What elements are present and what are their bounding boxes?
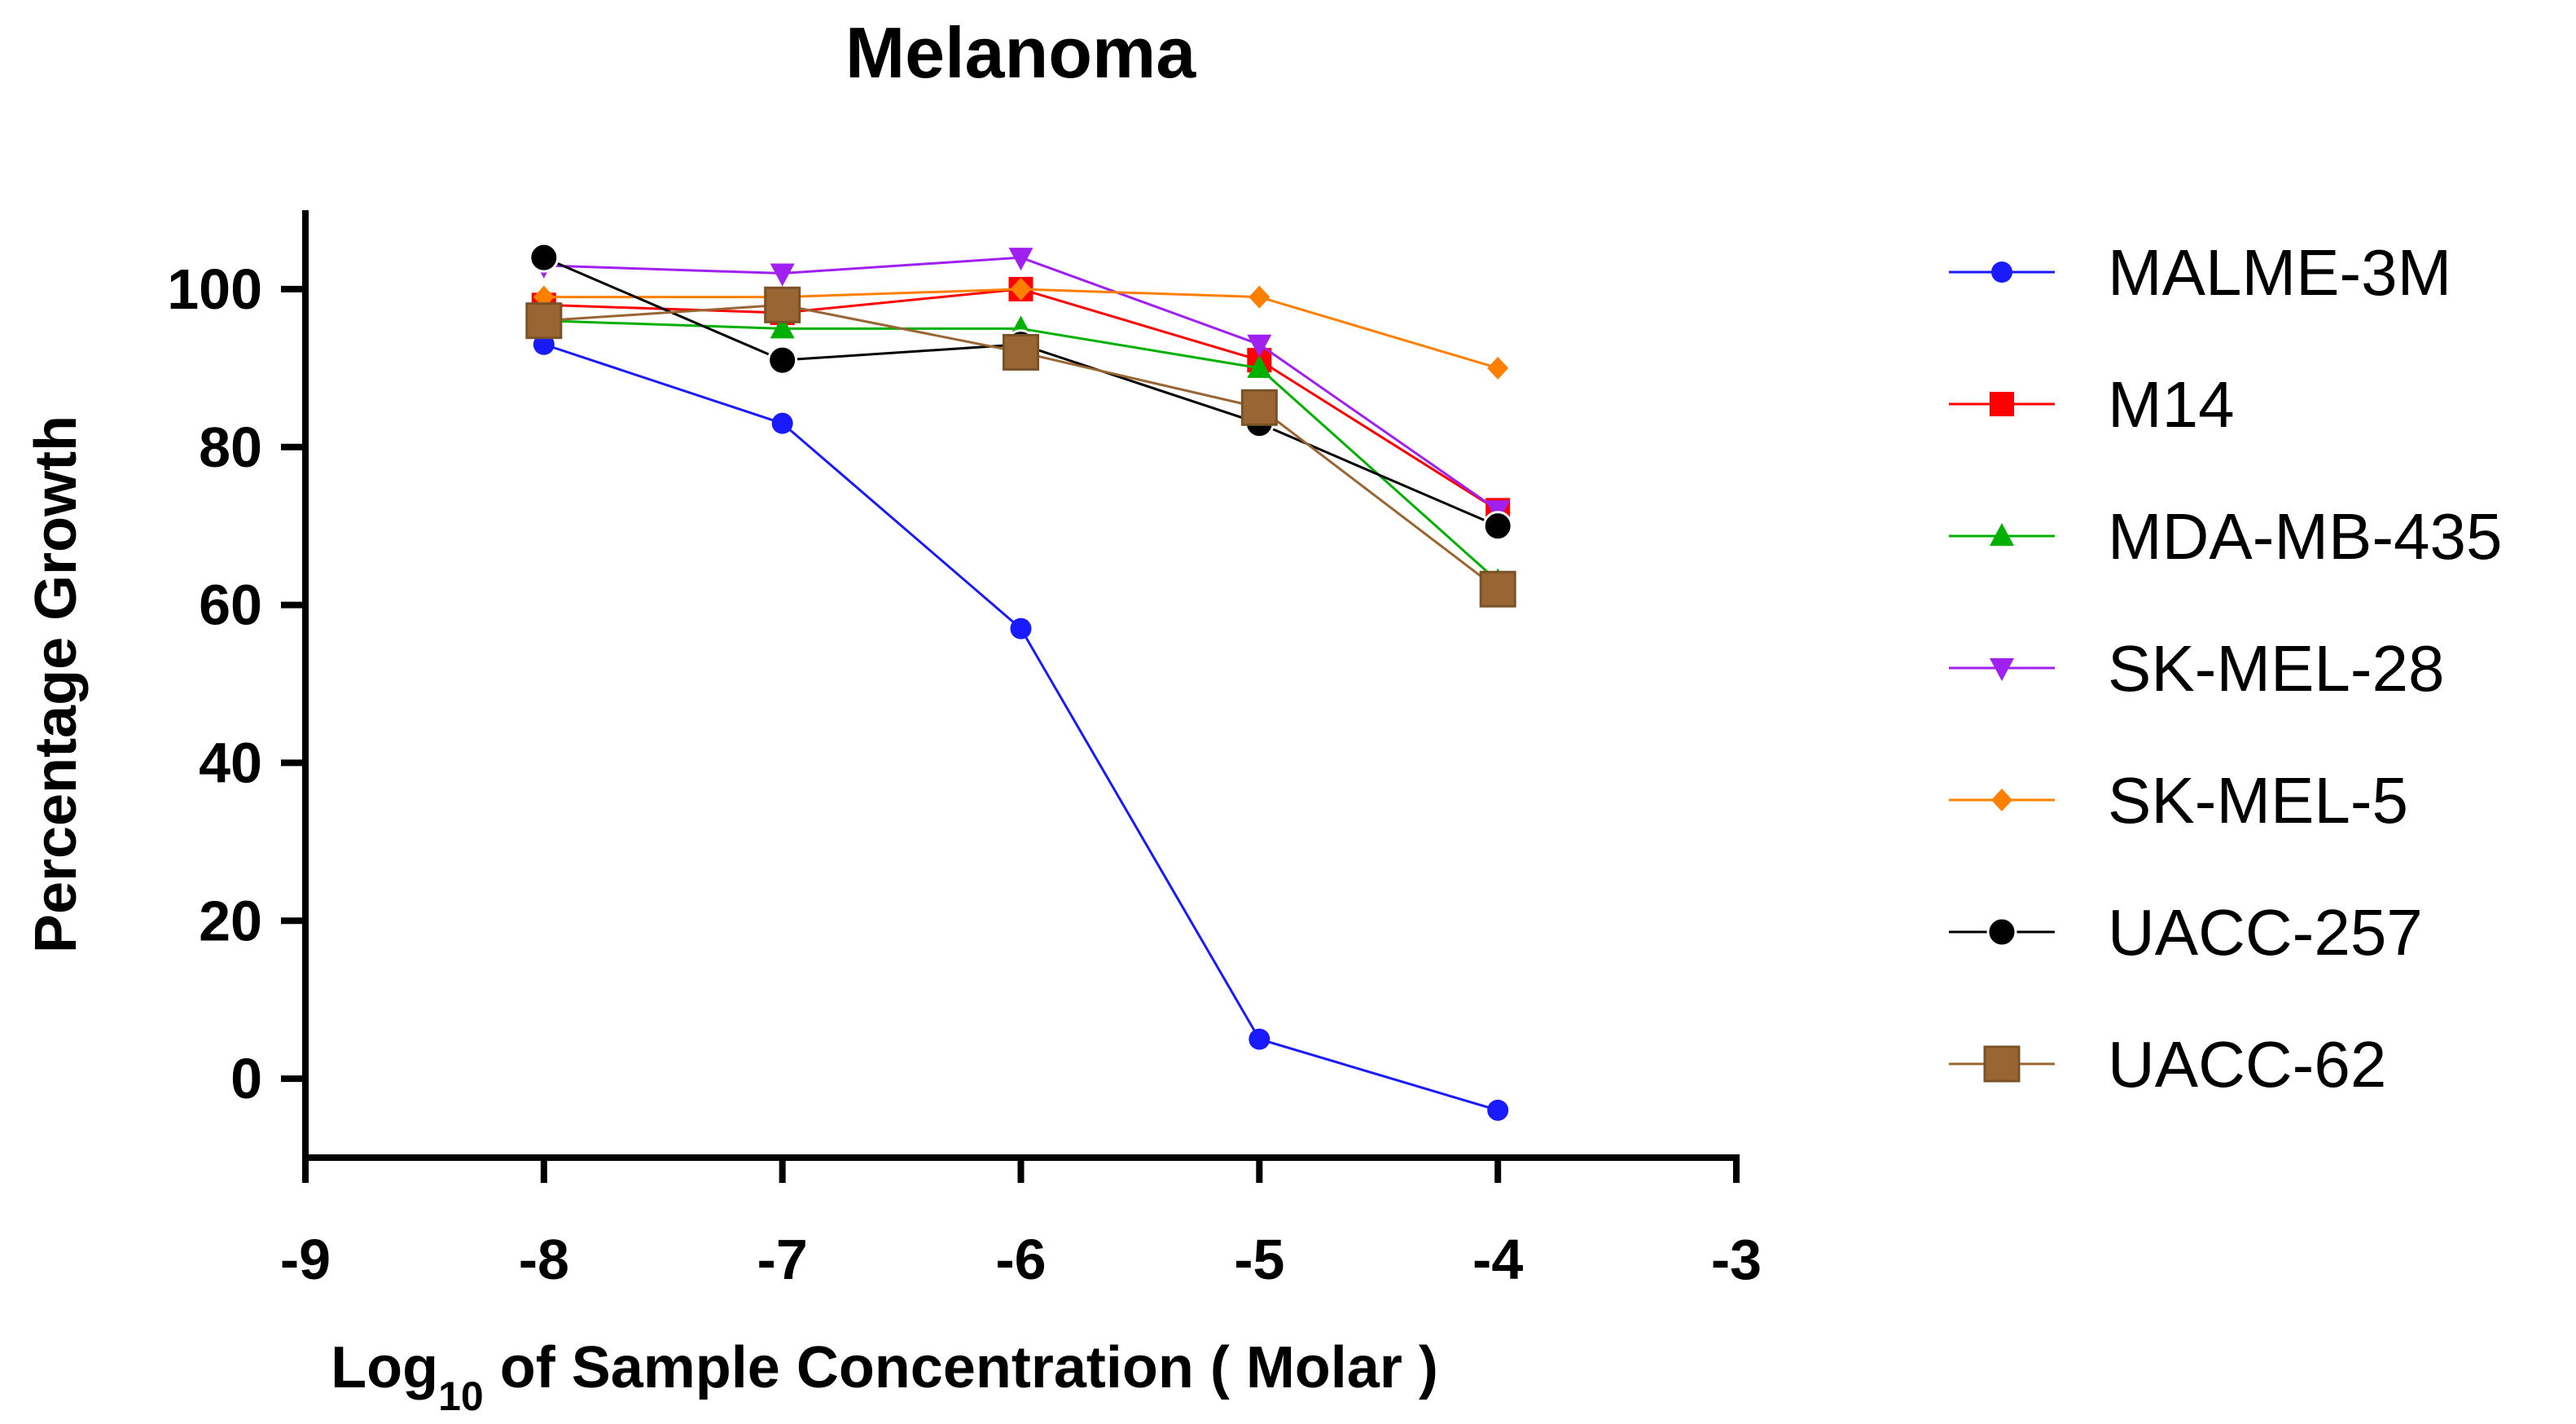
data-point <box>525 302 563 340</box>
legend-marker <box>1983 1045 2021 1083</box>
legend-marker <box>1990 523 2014 546</box>
y-tick-label: 20 <box>199 889 262 952</box>
x-tick-label: -6 <box>995 1228 1046 1291</box>
data-point <box>1247 334 1272 358</box>
y-tick-label: 0 <box>230 1047 262 1110</box>
plot-area <box>525 242 1516 1121</box>
legend-marker <box>1991 789 2012 811</box>
legend-marker <box>1991 262 2012 283</box>
series-uacc-62 <box>525 286 1516 608</box>
x-axis-label: Log10 of Sample Concentration ( Molar ) <box>331 1335 1438 1419</box>
legend-label: SK-MEL-5 <box>2108 764 2408 837</box>
series-line <box>543 343 1499 1112</box>
legend-item: UACC-257 <box>1949 896 2423 969</box>
legend-item: M14 <box>1949 368 2235 441</box>
legend-label: UACC-62 <box>2108 1028 2386 1101</box>
y-tick-label: 80 <box>199 415 262 479</box>
series-malme-3m <box>533 333 1509 1121</box>
y-tick-label: 40 <box>199 731 262 794</box>
data-point <box>1249 1028 1270 1050</box>
x-tick-label: -5 <box>1234 1228 1284 1291</box>
x-ticks: -9 -8 -7 -6 -5 -4 -3 <box>280 1158 1762 1291</box>
legend-item: UACC-62 <box>1949 1028 2386 1101</box>
data-point <box>1479 570 1516 608</box>
legend-label: M14 <box>2108 368 2235 441</box>
x-axis-label-main: Log <box>331 1335 438 1400</box>
data-point <box>770 263 795 287</box>
legend-item: MDA-MB-435 <box>1949 500 2503 573</box>
legend-label: MDA-MB-435 <box>2108 500 2503 573</box>
legend-label: UACC-257 <box>2108 896 2423 969</box>
legend-marker <box>1990 392 2014 416</box>
data-point <box>1240 389 1278 426</box>
data-point <box>1247 354 1272 378</box>
x-axis-label-subscript: 10 <box>438 1373 484 1419</box>
data-point <box>771 412 793 434</box>
data-point <box>1487 1099 1509 1121</box>
data-point <box>1008 248 1033 271</box>
legend-marker <box>1990 658 2014 681</box>
data-point <box>533 333 555 355</box>
data-point <box>770 315 795 339</box>
data-point <box>767 345 798 376</box>
y-axis-label: Percentage Growth <box>24 415 89 953</box>
x-tick-label: -9 <box>280 1228 331 1291</box>
legend-item: SK-MEL-5 <box>1949 764 2408 837</box>
x-axis-label-rest: of Sample Concentration ( Molar ) <box>484 1335 1438 1400</box>
data-point <box>1003 333 1039 371</box>
data-point <box>1010 618 1032 639</box>
x-tick-label: -7 <box>757 1228 808 1291</box>
y-tick-label: 100 <box>167 257 262 321</box>
x-tick-label: -8 <box>519 1228 569 1291</box>
chart-title: Melanoma <box>845 12 1196 93</box>
x-tick-label: -3 <box>1711 1228 1762 1291</box>
y-tick-label: 60 <box>199 574 262 637</box>
data-point <box>529 242 560 273</box>
legend: MALME-3M M14 MDA-MB-435 SK-MEL-28 SK-MEL-5 UA… <box>1949 236 2503 1101</box>
data-point <box>1249 285 1270 309</box>
x-tick-label: -4 <box>1472 1228 1523 1291</box>
data-point <box>1482 511 1513 542</box>
legend-item: SK-MEL-28 <box>1949 632 2444 705</box>
data-point <box>1487 356 1509 380</box>
legend-label: SK-MEL-28 <box>2108 632 2444 705</box>
data-point <box>764 286 801 323</box>
y-ticks: 0 20 40 60 80 100 <box>167 257 305 1110</box>
legend-item: MALME-3M <box>1949 236 2451 309</box>
legend-label: MALME-3M <box>2108 236 2451 309</box>
legend-marker <box>1986 916 2017 947</box>
data-point <box>1010 277 1032 301</box>
